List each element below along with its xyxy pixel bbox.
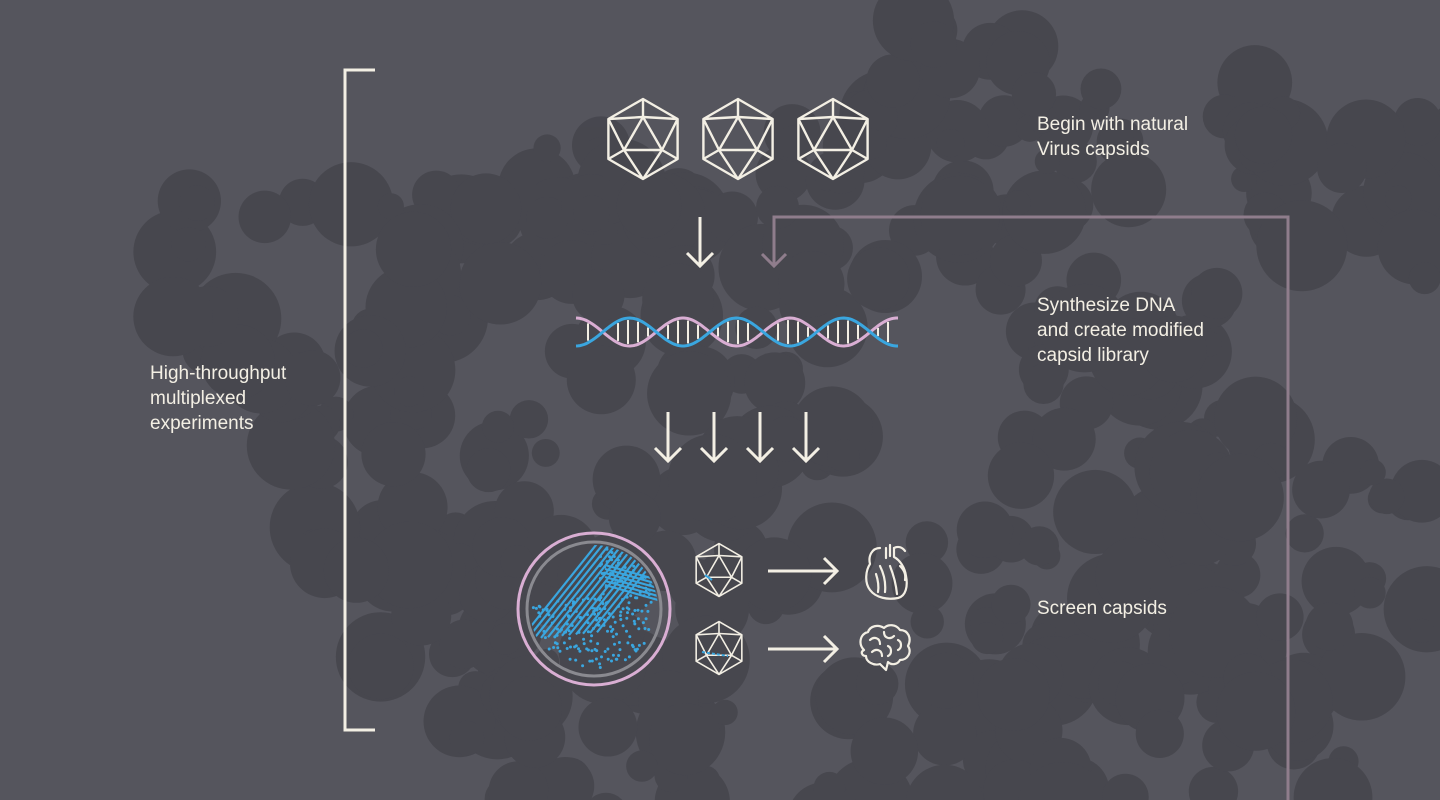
bracket-line: multiplexed	[150, 388, 247, 409]
feedback-loop-line	[772, 215, 1290, 800]
right-arrow-icon	[768, 556, 840, 586]
step-capsids-label: Begin with natural Virus capsids	[1037, 112, 1188, 162]
step-capsids-line: Virus capsids	[1037, 139, 1150, 160]
heart-icon	[865, 543, 908, 600]
step-dna-label: Synthesize DNA and create modified capsi…	[1037, 293, 1204, 368]
step-dna-line: and create modified	[1037, 320, 1204, 341]
down-arrow-icon	[699, 412, 729, 464]
step-screen-label: Screen capsids	[1037, 596, 1167, 621]
down-arrow-icon	[745, 412, 775, 464]
petri-dish-icon	[516, 531, 672, 687]
step-capsids-line: Begin with natural	[1037, 114, 1189, 135]
modified-capsid-icon	[695, 620, 743, 676]
dna-strand-pink	[575, 316, 898, 348]
step-dna-line: capsid library	[1037, 345, 1149, 366]
dna-helix-icon	[575, 316, 898, 348]
dna-strand-blue	[575, 316, 898, 348]
bracket-line: High-throughput	[150, 363, 287, 384]
step-dna-line: Synthesize DNA	[1037, 295, 1176, 316]
feedback-loop-arrowhead	[760, 252, 788, 269]
down-arrow-icon	[685, 217, 715, 269]
down-arrow-icon	[791, 412, 821, 464]
icosahedron-icon	[607, 97, 679, 181]
modified-capsid-icon	[695, 542, 743, 598]
down-arrow-icon	[653, 412, 683, 464]
icosahedron-icon	[702, 97, 774, 181]
icosahedron-icon	[797, 97, 869, 181]
capsid-modification-mark	[704, 574, 713, 581]
capsid-modification-mark	[701, 651, 729, 657]
bracket-line: experiments	[150, 413, 254, 434]
bracket-label: High-throughput multiplexed experiments	[150, 361, 286, 436]
right-arrow-icon	[768, 634, 840, 664]
experiments-bracket	[343, 68, 375, 732]
step-screen-line: Screen capsids	[1037, 598, 1167, 619]
brain-icon	[859, 624, 911, 672]
